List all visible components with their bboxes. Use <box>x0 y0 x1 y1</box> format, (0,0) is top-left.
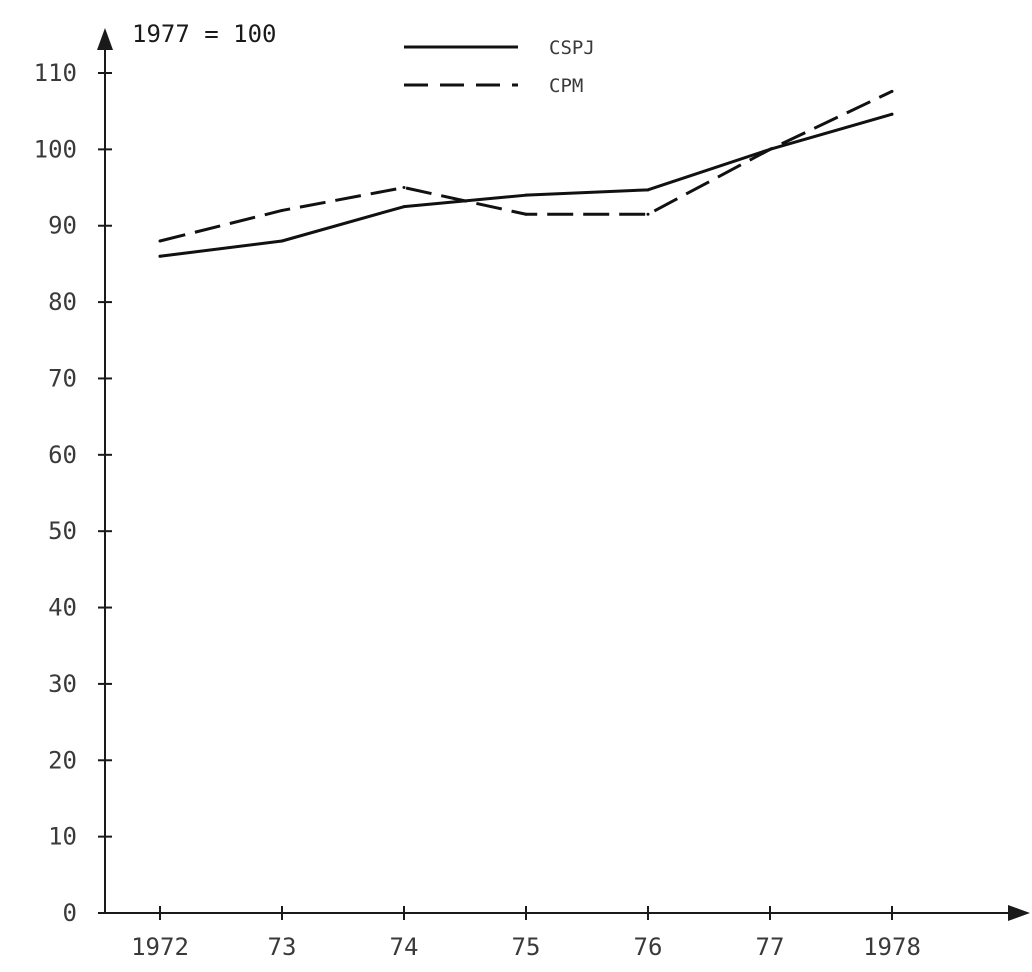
data-point-dashed <box>524 212 528 216</box>
y-tick-label: 40 <box>48 594 77 622</box>
data-point-dashed <box>158 239 162 243</box>
legend: CSPJ CPM <box>404 37 595 97</box>
data-point-solid <box>524 193 528 197</box>
legend-label-dashed: CPM <box>549 75 583 97</box>
data-point-solid <box>646 188 650 192</box>
y-tick-label: 20 <box>48 746 77 774</box>
data-point-dashed <box>768 147 772 151</box>
y-tick-label: 110 <box>34 59 77 87</box>
data-point-solid <box>890 112 894 116</box>
x-tick-label: 74 <box>390 933 419 961</box>
legend-item-dashed: CPM <box>404 75 583 97</box>
legend-item-solid: CSPJ <box>404 37 595 59</box>
x-tick-label: 75 <box>512 933 541 961</box>
series-line-solid <box>158 112 894 258</box>
axes <box>97 28 1030 921</box>
data-point-solid <box>280 239 284 243</box>
data-point-dashed <box>280 208 284 212</box>
y-tick-label: 80 <box>48 288 77 316</box>
x-tick-label: 1972 <box>131 933 189 961</box>
y-axis-arrow-icon <box>97 28 113 50</box>
y-tick-label: 100 <box>34 135 77 163</box>
y-tick-label: 70 <box>48 364 77 392</box>
data-point-dashed <box>646 212 650 216</box>
legend-label-solid: CSPJ <box>549 37 595 59</box>
x-tick-label: 1978 <box>863 933 921 961</box>
y-tick-label: 0 <box>63 899 77 927</box>
data-point-dashed <box>402 186 406 190</box>
x-tick-label: 76 <box>634 933 663 961</box>
x-tick-label: 73 <box>268 933 297 961</box>
data-point-solid <box>158 254 162 258</box>
y-tick-label: 90 <box>48 212 77 240</box>
x-axis-arrow-icon <box>1008 905 1030 921</box>
series-line-dashed <box>159 89 893 243</box>
y-tick-label: 60 <box>48 441 77 469</box>
plot-series <box>158 89 894 258</box>
x-ticks: 1972 73 74 75 76 77 1978 <box>131 906 921 961</box>
y-tick-label: 30 <box>48 670 77 698</box>
data-point-dashed <box>890 89 894 93</box>
x-tick-label: 77 <box>756 933 785 961</box>
y-tick-label: 50 <box>48 517 77 545</box>
data-point-solid <box>402 205 406 209</box>
y-tick-label: 10 <box>48 823 77 851</box>
base-note: 1977 = 100 <box>132 20 277 48</box>
y-ticks: 0 10 20 30 40 50 60 70 80 90 100 110 <box>34 59 112 927</box>
